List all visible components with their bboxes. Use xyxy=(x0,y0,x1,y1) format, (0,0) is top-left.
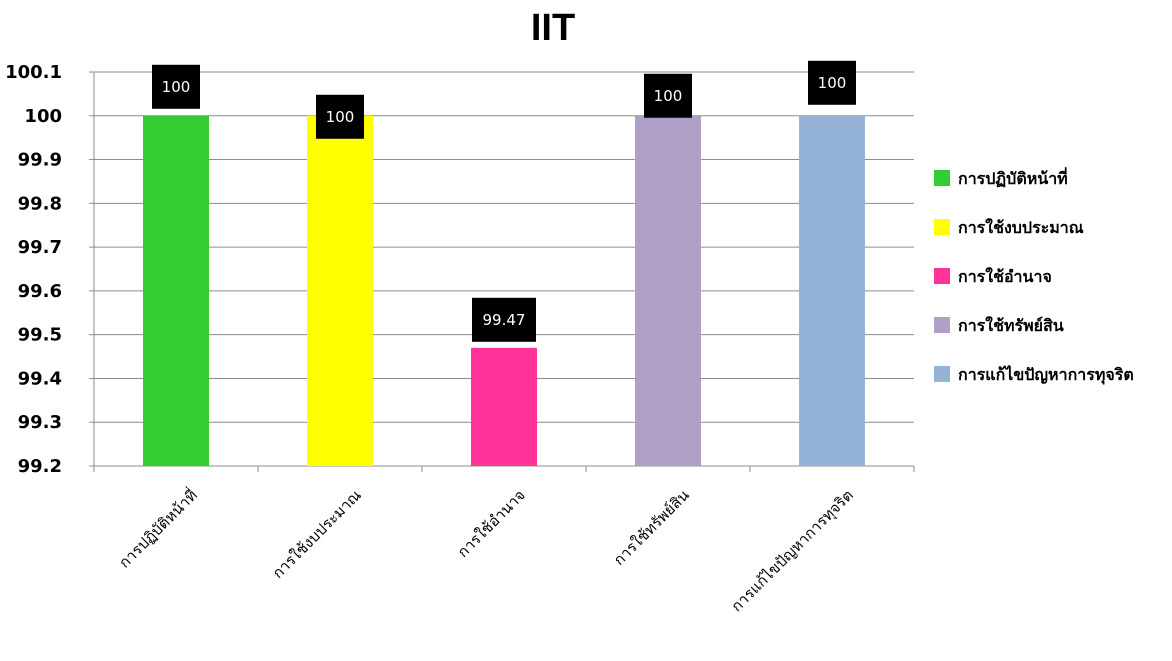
bar xyxy=(471,347,537,466)
data-label-box xyxy=(316,94,364,139)
bar xyxy=(307,115,373,467)
legend-swatch xyxy=(934,366,950,382)
y-tick-label: 99.3 xyxy=(18,412,62,433)
bar xyxy=(799,115,865,467)
bar xyxy=(143,115,209,467)
legend-swatch xyxy=(934,268,950,284)
x-tick-label: การใช้ทรัพย์สิน xyxy=(610,486,693,569)
data-label: 100 xyxy=(326,108,355,126)
axes: 99.2 99.3 99.4 99.5 99.6 99.7 99.8 99.9 100 100.1 xyxy=(5,62,915,477)
data-labels: 100 100 99.47 100 100 xyxy=(152,60,856,342)
data-label-box xyxy=(472,297,536,342)
legend-swatch xyxy=(934,170,950,186)
x-tick-label: การใช้งบประมาณ xyxy=(269,486,365,582)
legend-label: การใช้อำนาจ xyxy=(958,267,1052,286)
data-label: 100 xyxy=(162,78,191,96)
legend-label: การปฏิบัติหน้าที่ xyxy=(958,167,1068,188)
legend-label: การใช้ทรัพย์สิน xyxy=(958,316,1064,335)
legend: การปฏิบัติหน้าที่การใช้งบประมาณการใช้อำน… xyxy=(934,167,1134,385)
y-tick-label: 99.4 xyxy=(18,368,62,389)
y-tick-label: 99.8 xyxy=(18,193,62,214)
x-tick-label: การใช้อำนาจ xyxy=(454,486,529,561)
legend-swatch xyxy=(934,317,950,333)
x-tick-labels: การปฏิบัติหน้าที่ การใช้งบประมาณ การใช้อำน… xyxy=(114,485,858,616)
legend-label: การใช้งบประมาณ xyxy=(958,218,1084,237)
bars xyxy=(143,115,865,467)
y-tick-label: 100.1 xyxy=(5,62,62,83)
y-tick-label: 99.6 xyxy=(18,281,62,302)
data-label-box xyxy=(644,73,692,118)
y-tick-label: 99.9 xyxy=(18,150,62,171)
chart-title: IIT xyxy=(531,7,575,49)
data-label: 100 xyxy=(654,87,683,105)
data-label: 100 xyxy=(818,74,847,92)
y-tick-label: 99.5 xyxy=(18,325,62,346)
bar xyxy=(635,115,701,467)
data-label-box xyxy=(808,60,856,105)
legend-swatch xyxy=(934,219,950,235)
gridlines xyxy=(94,71,914,467)
y-tick-label: 100 xyxy=(24,106,62,127)
x-tick-label: การแก้ไขปัญหาการทุจริต xyxy=(728,486,858,616)
data-label-box xyxy=(152,64,200,109)
x-tick-label: การปฏิบัติหน้าที่ xyxy=(114,485,201,572)
y-tick-label: 99.7 xyxy=(18,237,62,258)
y-tick-label: 99.2 xyxy=(18,456,62,477)
legend-label: การแก้ไขปัญหาการทุจริต xyxy=(958,365,1134,385)
data-label: 99.47 xyxy=(483,311,526,329)
